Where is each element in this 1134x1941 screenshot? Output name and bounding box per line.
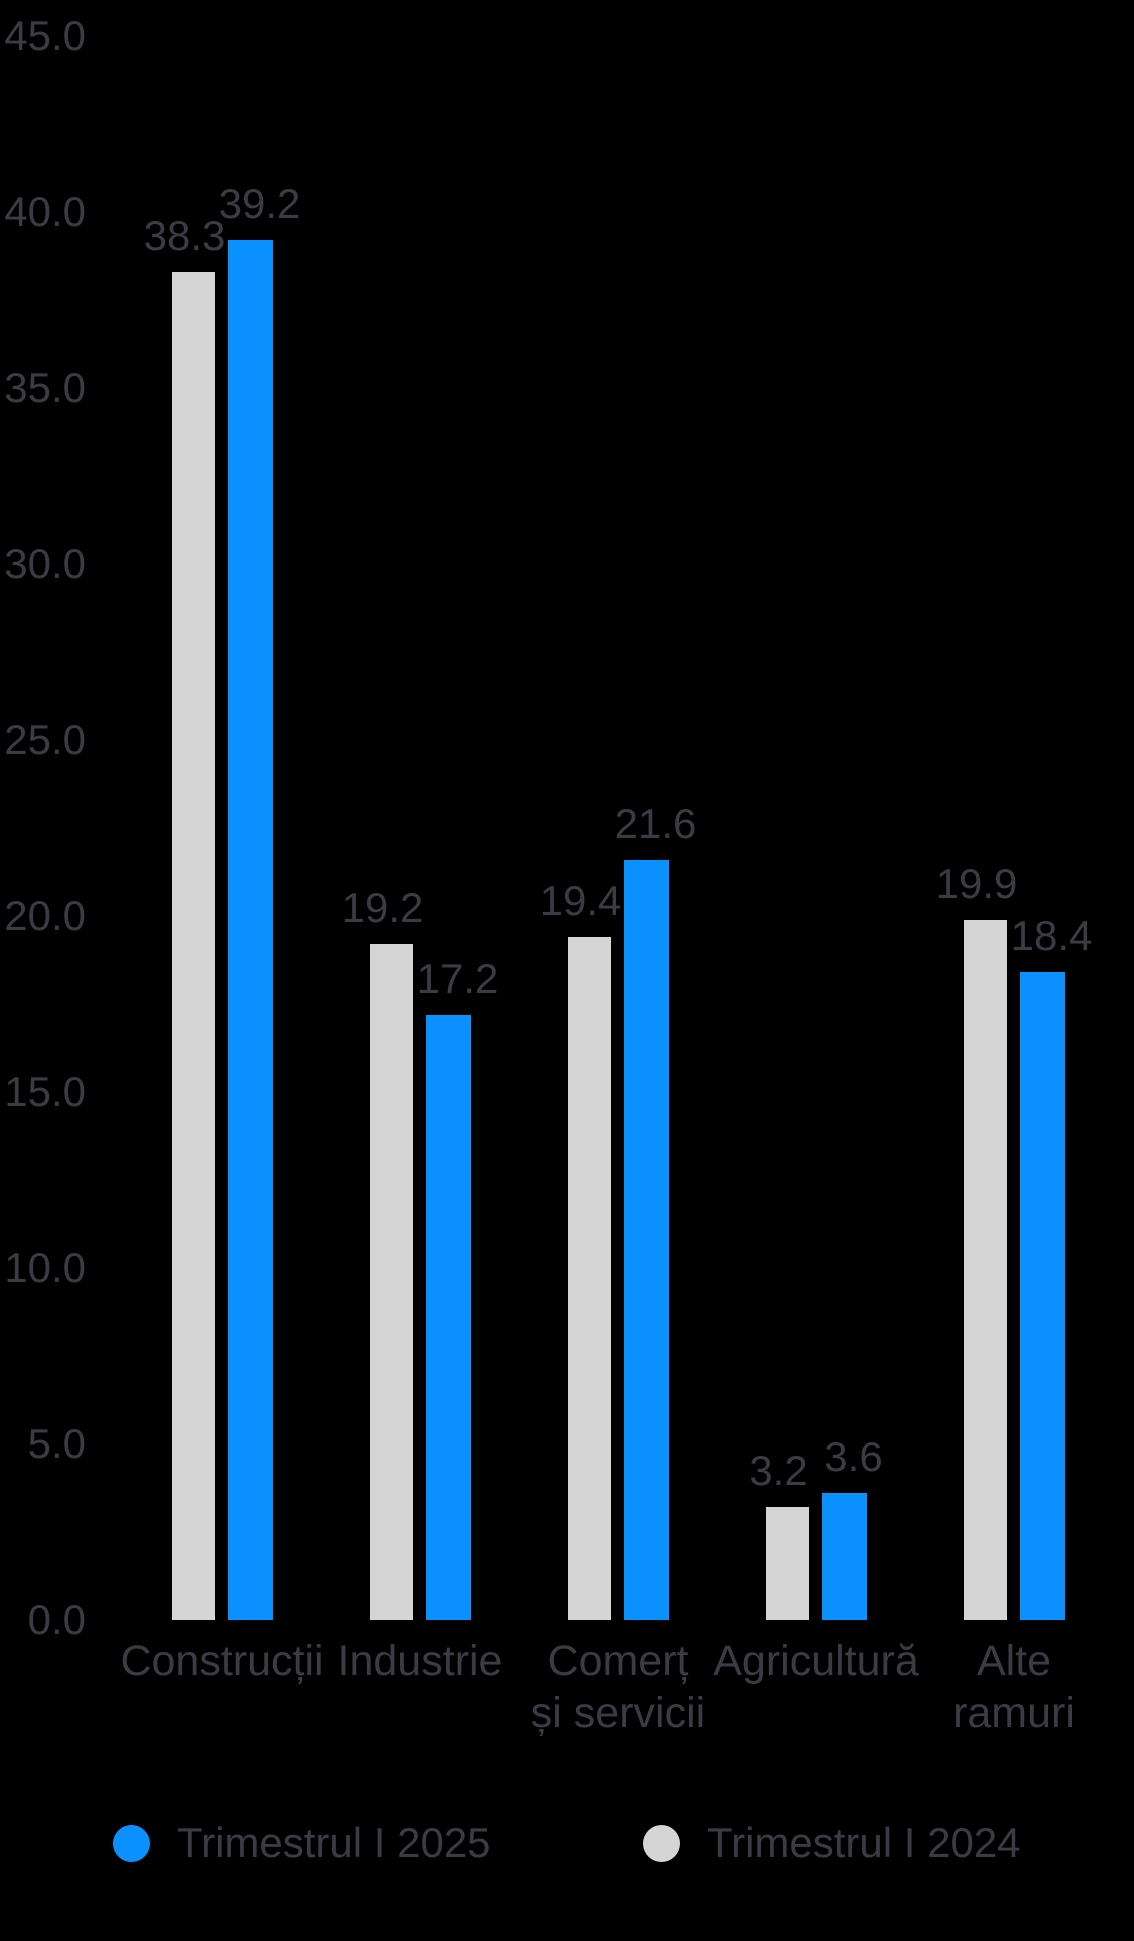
bar-value-label: 21.6 bbox=[614, 800, 697, 847]
bar-value-label: 39.2 bbox=[218, 180, 301, 227]
y-axis-tick-label: 35.0 bbox=[4, 364, 86, 411]
y-axis-tick-label: 15.0 bbox=[4, 1068, 86, 1115]
bar-trimestrul-i-2025-industrie[interactable] bbox=[426, 1015, 471, 1620]
bar-trimestrul-i-2024-constructii[interactable] bbox=[172, 272, 215, 1620]
y-axis-tick-label: 40.0 bbox=[4, 188, 86, 235]
category-label-constructii: Construcții bbox=[82, 1635, 362, 1687]
y-axis-tick-label: 0.0 bbox=[27, 1596, 86, 1643]
y-axis-tick-label: 20.0 bbox=[4, 892, 86, 939]
bar-value-label: 19.9 bbox=[935, 860, 1018, 907]
bar-value-label: 19.4 bbox=[539, 877, 622, 924]
legend-item-trimestrul-i-2024[interactable]: Trimestrul I 2024 bbox=[643, 1818, 1021, 1868]
bar-value-label: 18.4 bbox=[1010, 912, 1093, 959]
bar-trimestrul-i-2024-alte-ramuri[interactable] bbox=[964, 920, 1007, 1620]
bar-value-label: 3.6 bbox=[824, 1433, 883, 1480]
y-axis-tick-label: 30.0 bbox=[4, 540, 86, 587]
bar-trimestrul-i-2024-agricultura[interactable] bbox=[766, 1507, 809, 1620]
bar-value-label: 17.2 bbox=[416, 955, 499, 1002]
bar-value-label: 3.2 bbox=[749, 1447, 808, 1494]
category-label-line: Alte bbox=[976, 1637, 1052, 1685]
y-axis-tick-label: 5.0 bbox=[27, 1420, 86, 1467]
legend-item-trimestrul-i-2025[interactable]: Trimestrul I 2025 bbox=[113, 1818, 491, 1868]
legend-dot-icon bbox=[643, 1824, 680, 1862]
category-label-comert-si-servicii: Comerț și servicii bbox=[478, 1635, 758, 1739]
category-label-line: Agricultură bbox=[713, 1637, 919, 1685]
legend-dot-icon bbox=[113, 1824, 150, 1862]
y-axis-tick-label: 25.0 bbox=[4, 716, 86, 763]
bar-trimestrul-i-2025-constructii[interactable] bbox=[228, 240, 273, 1620]
bar-value-label: 19.2 bbox=[341, 884, 424, 931]
category-label-line: Construcții bbox=[120, 1637, 324, 1685]
bar-trimestrul-i-2024-comert-si-servicii[interactable] bbox=[568, 937, 611, 1620]
category-label-line: ramuri bbox=[953, 1689, 1075, 1737]
category-label-line: și servicii bbox=[530, 1689, 706, 1737]
category-label-industrie: Industrie bbox=[280, 1635, 560, 1687]
bar-value-label: 38.3 bbox=[143, 212, 226, 259]
bar-trimestrul-i-2025-alte-ramuri[interactable] bbox=[1020, 972, 1065, 1620]
category-label-line: Comerț bbox=[547, 1637, 689, 1685]
bar-trimestrul-i-2025-agricultura[interactable] bbox=[822, 1493, 867, 1620]
bar-trimestrul-i-2025-comert-si-servicii[interactable] bbox=[624, 860, 669, 1620]
legend-label: Trimestrul I 2025 bbox=[177, 1819, 491, 1866]
category-label-alte-ramuri: Alte ramuri bbox=[874, 1635, 1134, 1739]
y-axis-tick-label: 10.0 bbox=[4, 1244, 86, 1291]
bar-trimestrul-i-2024-industrie[interactable] bbox=[370, 944, 413, 1620]
category-label-line: Industrie bbox=[337, 1637, 503, 1685]
legend-label: Trimestrul I 2024 bbox=[707, 1819, 1021, 1866]
category-label-agricultura: Agricultură bbox=[676, 1635, 956, 1687]
y-axis-tick-label: 45.0 bbox=[4, 12, 86, 59]
